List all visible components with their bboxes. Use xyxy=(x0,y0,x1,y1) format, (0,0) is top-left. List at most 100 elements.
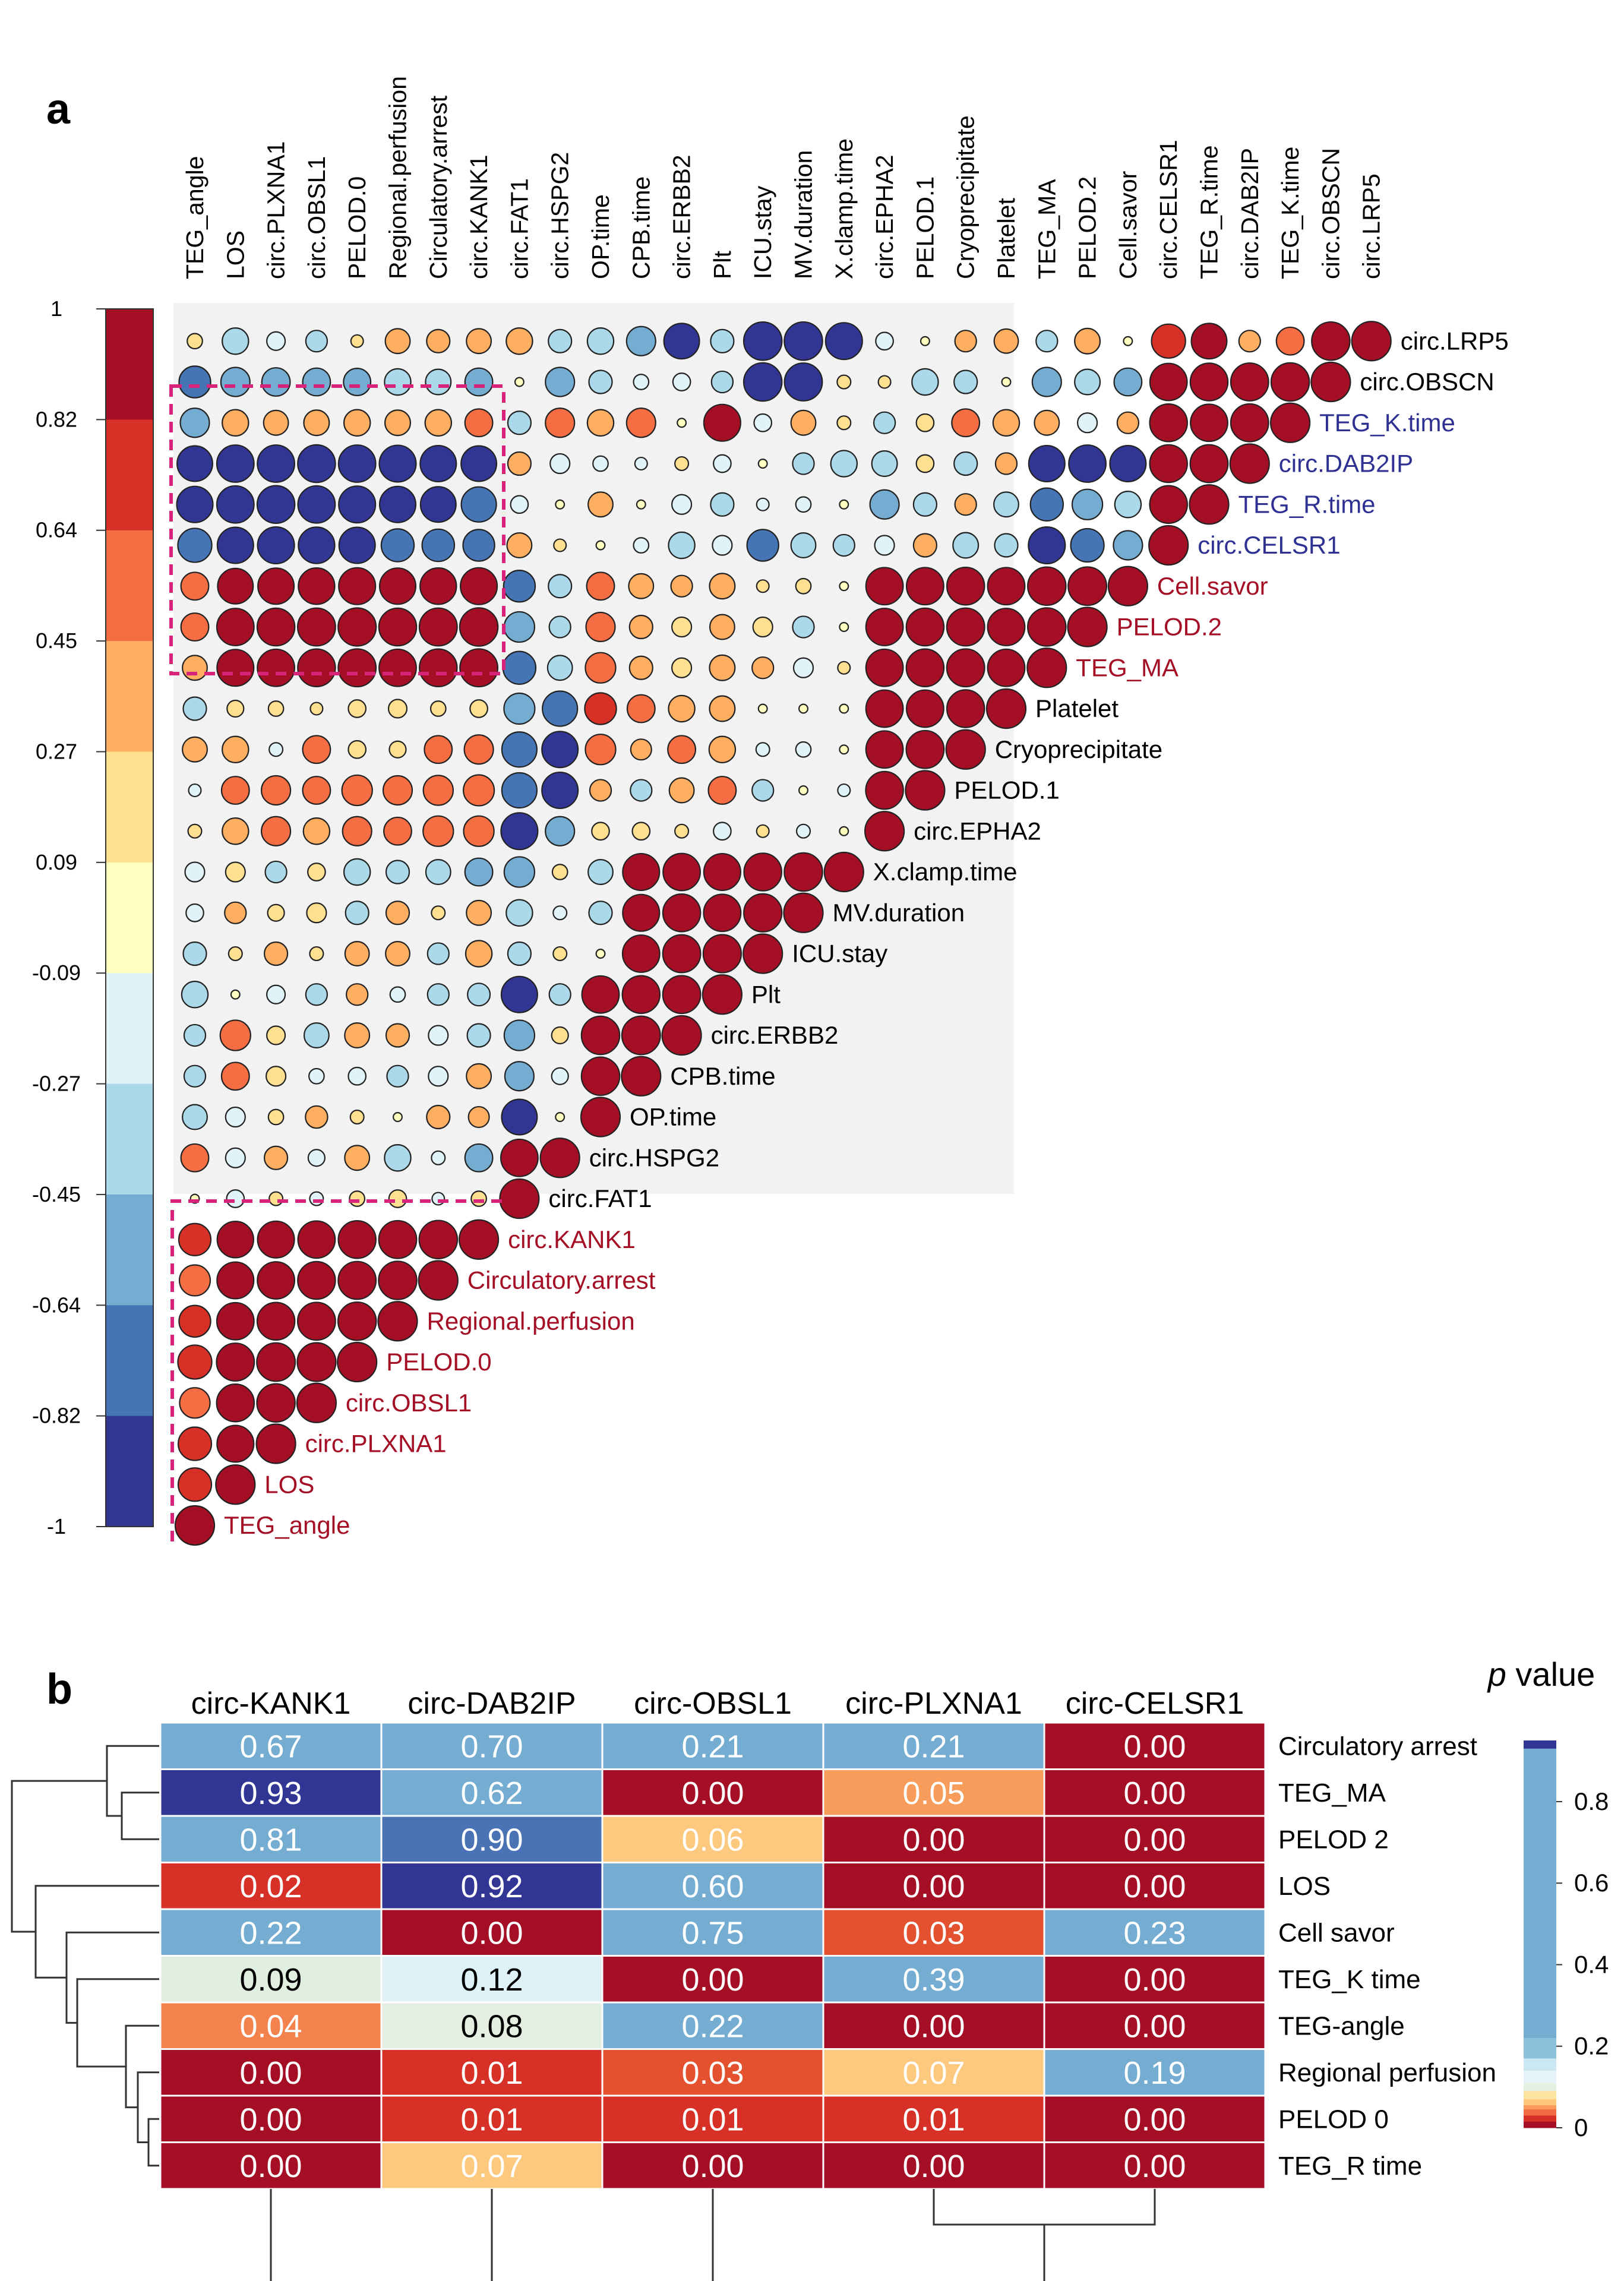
correlation-circle xyxy=(795,577,812,595)
correlation-circle xyxy=(464,408,494,438)
correlation-circle xyxy=(216,1221,255,1259)
correlation-circle xyxy=(674,456,690,472)
correlation-circle xyxy=(222,817,249,845)
diagonal-label: Cryoprecipitate xyxy=(995,735,1162,763)
correlation-circle xyxy=(1151,323,1186,359)
correlation-circle xyxy=(177,1426,213,1461)
correlation-circle xyxy=(677,418,687,428)
correlation-circle xyxy=(188,783,202,798)
correlation-circle xyxy=(184,861,206,883)
dendrogram-branch xyxy=(933,2189,1156,2226)
correlation-circle xyxy=(182,696,207,721)
highlight-box-lower xyxy=(170,1199,502,1544)
heatmap-cell-value: 0.22 xyxy=(681,2008,744,2044)
correlation-circle xyxy=(176,445,213,482)
correlation-circle xyxy=(584,692,617,725)
correlation-circle xyxy=(622,852,661,892)
correlation-circle xyxy=(839,744,849,755)
heatmap-cell xyxy=(159,2094,383,2143)
heatmap-cell xyxy=(380,1955,604,2004)
correlation-circle xyxy=(378,648,417,687)
correlation-circle xyxy=(418,1220,459,1260)
correlation-circle xyxy=(1070,527,1105,563)
correlation-circle xyxy=(499,1178,540,1220)
diagonal-label: MV.duration xyxy=(833,899,965,927)
correlation-circle xyxy=(667,735,697,764)
pvalue-legend-tick-label: 0.6 xyxy=(1574,1869,1609,1897)
correlation-circle xyxy=(1067,566,1108,606)
heatmap-cell-value: 0.04 xyxy=(239,2008,302,2044)
correlation-circle xyxy=(1275,326,1305,356)
correlation-circle xyxy=(633,537,650,554)
correlation-circle xyxy=(945,729,986,770)
heatmap-cell-value: 0.00 xyxy=(1123,1869,1186,1904)
correlation-circle xyxy=(307,1149,326,1167)
dendrogram-branch xyxy=(106,1745,159,1817)
heatmap-cell xyxy=(1043,1815,1266,1863)
correlation-circle xyxy=(549,453,571,475)
correlation-circle xyxy=(790,532,817,558)
heatmap-row-label: PELOD 2 xyxy=(1278,1825,1389,1854)
column-label: circ.OBSCN xyxy=(1317,148,1344,279)
correlation-circle xyxy=(220,1061,250,1091)
diagonal-label: Platelet xyxy=(1035,694,1119,722)
correlation-circle xyxy=(865,730,904,769)
correlation-circle xyxy=(1068,444,1107,483)
correlation-circle xyxy=(671,494,693,515)
correlation-circle xyxy=(1107,565,1149,606)
heatmap-cell xyxy=(159,1955,383,2004)
column-label: Platelet xyxy=(993,198,1020,279)
correlation-circle xyxy=(343,409,371,437)
correlation-circle xyxy=(378,1220,418,1259)
correlation-circle xyxy=(1074,368,1101,396)
correlation-circle xyxy=(584,652,617,684)
correlation-circle xyxy=(350,334,364,348)
heatmap-cell-value: 0.01 xyxy=(681,2102,744,2137)
dendrogram-branch xyxy=(11,1780,107,1933)
correlation-circle xyxy=(752,616,773,638)
correlation-circle xyxy=(595,949,606,959)
correlation-circle xyxy=(792,452,815,475)
correlation-circle xyxy=(625,326,656,356)
correlation-circle xyxy=(179,1387,211,1419)
correlation-circle xyxy=(670,574,693,598)
correlation-circle xyxy=(905,607,945,647)
correlation-circle xyxy=(1238,330,1261,353)
panel-label-a: a xyxy=(46,86,71,133)
correlation-circle xyxy=(337,1220,377,1259)
correlation-circle xyxy=(541,731,579,769)
column-label: TEG_MA xyxy=(1033,179,1060,279)
correlation-circle xyxy=(1310,361,1351,403)
correlation-circle xyxy=(790,409,817,436)
correlation-circle xyxy=(702,934,742,974)
heatmap-cell xyxy=(159,1721,383,1770)
heatmap-cell-value: 0.92 xyxy=(460,1869,523,1904)
column-label: PELOD.2 xyxy=(1074,176,1101,279)
correlation-circle xyxy=(344,941,370,966)
correlation-circle xyxy=(266,331,286,351)
dendrogram-branch xyxy=(121,1792,159,1840)
heatmap-cell-value: 0.00 xyxy=(239,2102,302,2137)
correlation-colorbar: 1 0.82 0.64 0.45 0.27 0.09 -0.09 -0.27 -0.45 -0.6… xyxy=(32,296,154,1538)
correlation-circle xyxy=(419,486,457,523)
correlation-circle xyxy=(1035,330,1059,353)
correlation-circle xyxy=(585,611,616,643)
correlation-circle xyxy=(662,975,702,1015)
correlation-circle xyxy=(385,860,410,884)
correlation-circle xyxy=(661,1015,702,1056)
correlation-circle xyxy=(553,538,567,552)
correlation-circle xyxy=(469,699,488,718)
correlation-circle xyxy=(756,497,770,511)
correlation-circle xyxy=(1114,491,1142,519)
column-label: TEG_angle xyxy=(181,156,208,279)
highlight-boxes xyxy=(169,384,505,1544)
correlation-circle xyxy=(418,607,458,647)
correlation-circle xyxy=(302,735,331,764)
correlation-circle xyxy=(225,1147,246,1168)
pvalue-legend-tick-label: 0.2 xyxy=(1574,2032,1609,2060)
correlation-circle xyxy=(349,1109,365,1125)
diagonal-label: TEG_angle xyxy=(224,1511,350,1539)
heatmap-cell-value: 0.70 xyxy=(460,1729,523,1764)
correlation-circle xyxy=(783,852,823,892)
correlation-circle xyxy=(309,946,324,962)
